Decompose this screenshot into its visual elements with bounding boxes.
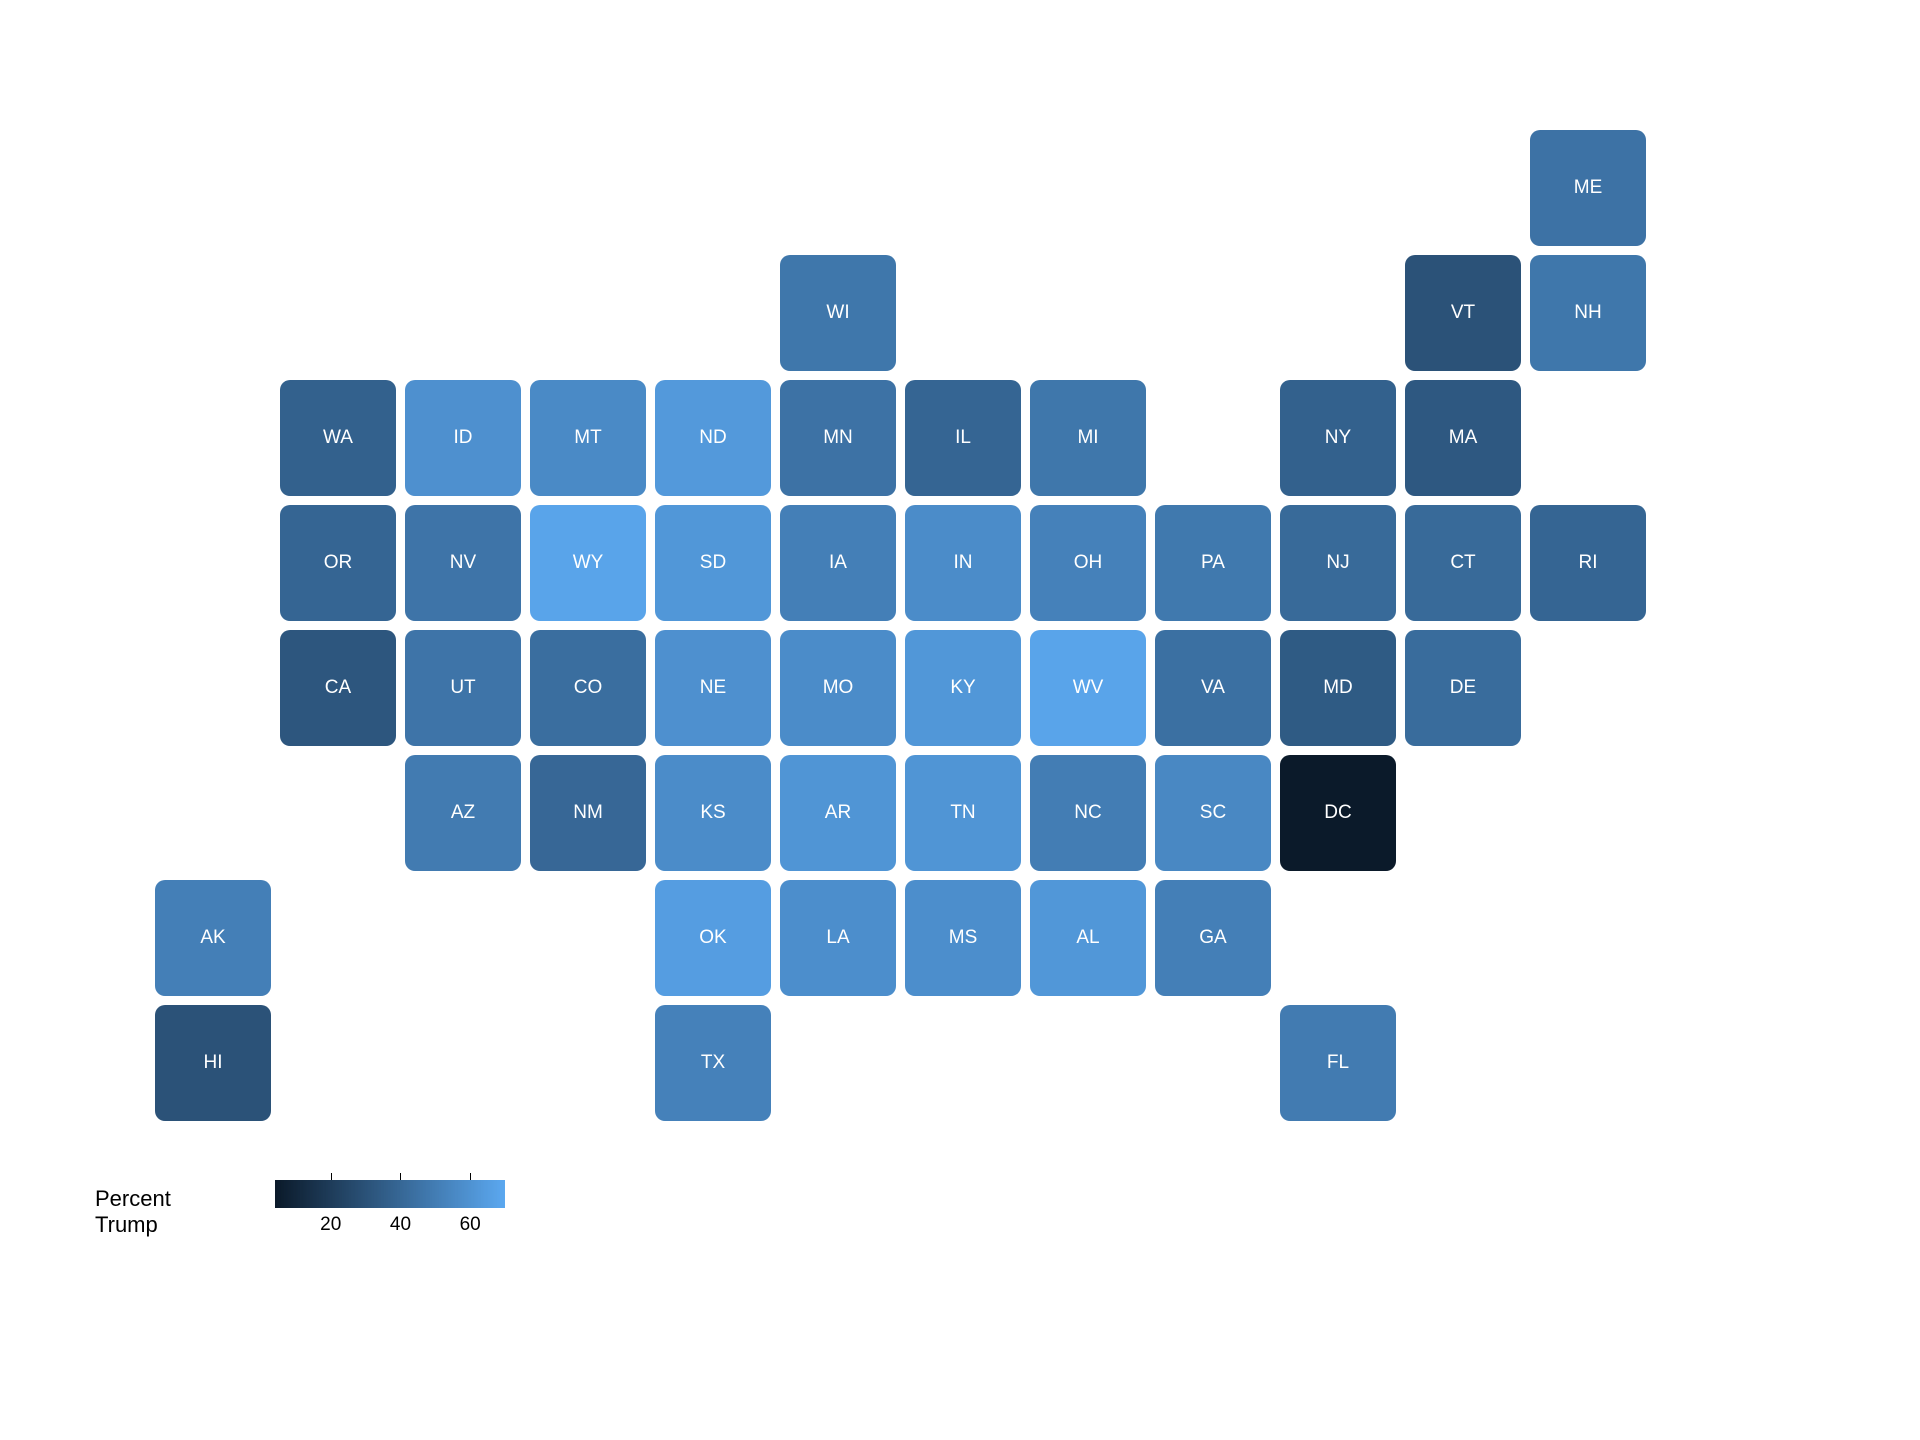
state-tile-ia: IA (780, 505, 896, 621)
state-tile-ma: MA (1405, 380, 1521, 496)
state-tile-nd: ND (655, 380, 771, 496)
state-tile-ut: UT (405, 630, 521, 746)
state-tile-in: IN (905, 505, 1021, 621)
state-tile-sc: SC (1155, 755, 1271, 871)
state-tile-nh: NH (1530, 255, 1646, 371)
state-tile-il: IL (905, 380, 1021, 496)
state-tile-tn: TN (905, 755, 1021, 871)
state-tile-ne: NE (655, 630, 771, 746)
state-tile-mo: MO (780, 630, 896, 746)
state-tile-co: CO (530, 630, 646, 746)
state-tile-dc: DC (1280, 755, 1396, 871)
state-tile-nc: NC (1030, 755, 1146, 871)
state-tile-ri: RI (1530, 505, 1646, 621)
state-tile-vt: VT (1405, 255, 1521, 371)
legend-tick (400, 1173, 401, 1180)
legend-tick (470, 1173, 471, 1180)
legend-colorbar (275, 1180, 505, 1208)
state-tile-mt: MT (530, 380, 646, 496)
state-tile-me: ME (1530, 130, 1646, 246)
state-tile-ny: NY (1280, 380, 1396, 496)
state-tile-ks: KS (655, 755, 771, 871)
state-tile-oh: OH (1030, 505, 1146, 621)
legend-tick-label: 20 (311, 1214, 351, 1236)
state-tile-nm: NM (530, 755, 646, 871)
state-tile-mi: MI (1030, 380, 1146, 496)
state-tile-ct: CT (1405, 505, 1521, 621)
state-tile-az: AZ (405, 755, 521, 871)
state-tile-al: AL (1030, 880, 1146, 996)
state-tile-nv: NV (405, 505, 521, 621)
state-tile-ar: AR (780, 755, 896, 871)
state-tile-wa: WA (280, 380, 396, 496)
state-tile-va: VA (1155, 630, 1271, 746)
state-tile-wi: WI (780, 255, 896, 371)
state-tile-md: MD (1280, 630, 1396, 746)
legend-tick-label: 40 (380, 1214, 420, 1236)
state-tile-or: OR (280, 505, 396, 621)
state-tile-de: DE (1405, 630, 1521, 746)
legend-tick-label: 60 (450, 1214, 490, 1236)
state-tile-ak: AK (155, 880, 271, 996)
state-tile-sd: SD (655, 505, 771, 621)
state-tile-la: LA (780, 880, 896, 996)
legend-tick (331, 1173, 332, 1180)
state-tile-ga: GA (1155, 880, 1271, 996)
state-tile-id: ID (405, 380, 521, 496)
state-tile-tx: TX (655, 1005, 771, 1121)
legend-title: Percent Trump (95, 1186, 171, 1238)
state-tile-wv: WV (1030, 630, 1146, 746)
state-tile-ms: MS (905, 880, 1021, 996)
state-tile-nj: NJ (1280, 505, 1396, 621)
state-tile-pa: PA (1155, 505, 1271, 621)
state-tile-fl: FL (1280, 1005, 1396, 1121)
state-tile-ky: KY (905, 630, 1021, 746)
state-tile-hi: HI (155, 1005, 271, 1121)
state-tile-ok: OK (655, 880, 771, 996)
state-tile-ca: CA (280, 630, 396, 746)
state-tile-wy: WY (530, 505, 646, 621)
state-tile-mn: MN (780, 380, 896, 496)
